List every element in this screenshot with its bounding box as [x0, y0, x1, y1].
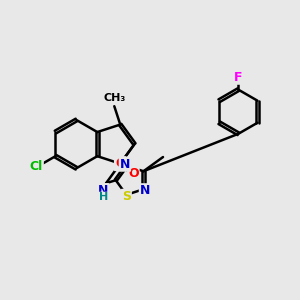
Text: O: O	[115, 157, 126, 170]
Text: O: O	[128, 167, 139, 180]
Text: S: S	[122, 190, 131, 203]
Text: N: N	[140, 184, 150, 197]
Text: H: H	[98, 192, 108, 202]
Text: F: F	[234, 71, 243, 84]
Text: Cl: Cl	[30, 160, 43, 173]
Text: CH₃: CH₃	[103, 93, 125, 103]
Text: N: N	[98, 184, 108, 197]
Text: N: N	[120, 158, 130, 171]
